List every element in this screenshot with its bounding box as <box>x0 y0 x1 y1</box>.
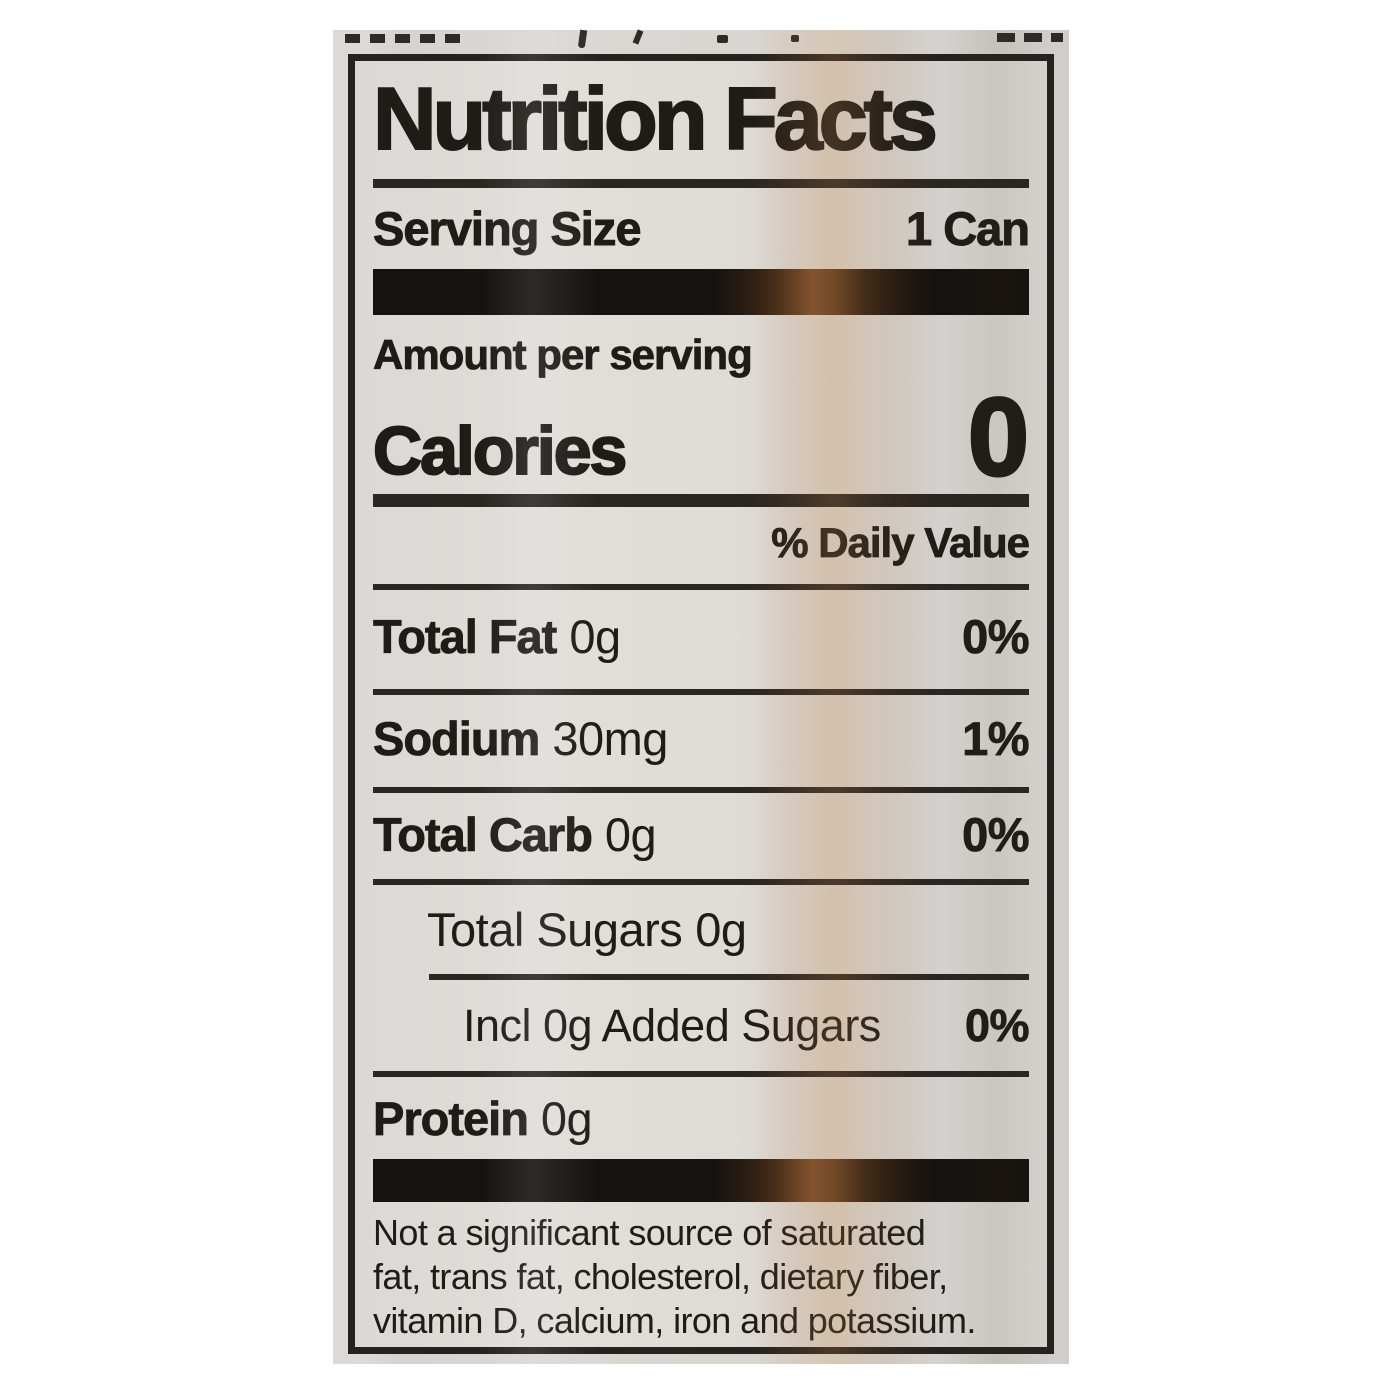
indented-separator-rule <box>429 974 1029 980</box>
footnote-line: fat, trans fat, cholesterol, dietary fib… <box>373 1255 1029 1299</box>
nutrient-row-total-sugars: Total Sugars0g <box>373 902 1029 958</box>
nutrient-daily-value: 0% <box>965 999 1030 1053</box>
nutrient-name: Sodium <box>373 712 541 766</box>
section-divider-bar <box>373 269 1029 315</box>
nutrient-amount: 0g <box>569 610 621 663</box>
nutrient-amount: 0g <box>605 808 657 861</box>
can-reflection-glare <box>333 30 1069 1364</box>
nutrient-amount: 0g <box>695 903 747 956</box>
serving-size-label: Serving Size <box>373 202 642 256</box>
cropped-text-fragment <box>791 35 799 42</box>
calories-rule <box>373 494 1029 507</box>
nutrient-amount: 0g <box>541 1092 593 1145</box>
cropped-text-fragments <box>345 34 461 43</box>
nutrient-name: Incl 0g Added Sugars <box>463 1000 881 1051</box>
section-divider-bar <box>373 1159 1029 1202</box>
nutrient-name: Protein <box>373 1092 530 1146</box>
nutrient-daily-value: 0% <box>962 807 1030 863</box>
nutrient-name: Total Fat <box>373 610 558 664</box>
footnote-line: vitamin D, calcium, iron and potassium. <box>373 1299 1029 1343</box>
nutrient-daily-value: 0% <box>962 609 1030 665</box>
separator-rule <box>373 879 1029 885</box>
daily-value-header: % Daily Value <box>373 519 1031 567</box>
nutrient-row-protein: Protein0g <box>373 1091 1029 1147</box>
nutrient-name: Total Carb <box>373 808 594 862</box>
footnote-line: Not a significant source of saturated <box>373 1211 1029 1255</box>
title-rule <box>373 179 1029 188</box>
serving-size-row: Serving Size 1 Can <box>373 201 1031 256</box>
nutrient-row-sodium: Sodium30mg 1% <box>373 711 1030 767</box>
label-photo: Nutrition Facts Serving Size 1 Can Amoun… <box>333 29 1069 1364</box>
separator-rule <box>373 689 1029 695</box>
calories-label: Calories <box>372 416 628 486</box>
cropped-text-fragment <box>717 35 728 43</box>
calories-row: Calories 0 <box>372 381 1031 495</box>
nutrient-row-added-sugars: Incl 0g Added Sugars 0% <box>373 999 1030 1053</box>
separator-rule <box>373 787 1029 793</box>
panel-title: Nutrition Facts <box>372 74 1029 164</box>
nutrient-name: Total Sugars <box>427 903 683 956</box>
nutrient-daily-value: 1% <box>962 711 1030 767</box>
separator-rule <box>373 1071 1029 1077</box>
nutrient-row-total-fat: Total Fat0g 0% <box>373 609 1030 665</box>
nutrient-amount: 30mg <box>552 712 668 765</box>
nutrient-row-total-carb: Total Carb0g 0% <box>373 807 1030 863</box>
calories-value: 0 <box>966 381 1030 494</box>
nutrition-facts-panel: Nutrition Facts Serving Size 1 Can Amoun… <box>348 54 1054 1354</box>
footnote: Not a significant source of saturated fa… <box>373 1211 1029 1343</box>
amount-per-serving-label: Amount per serving <box>373 331 1029 379</box>
serving-size-value: 1 Can <box>906 201 1031 256</box>
cropped-text-fragments <box>997 33 1063 42</box>
separator-rule <box>373 584 1029 590</box>
